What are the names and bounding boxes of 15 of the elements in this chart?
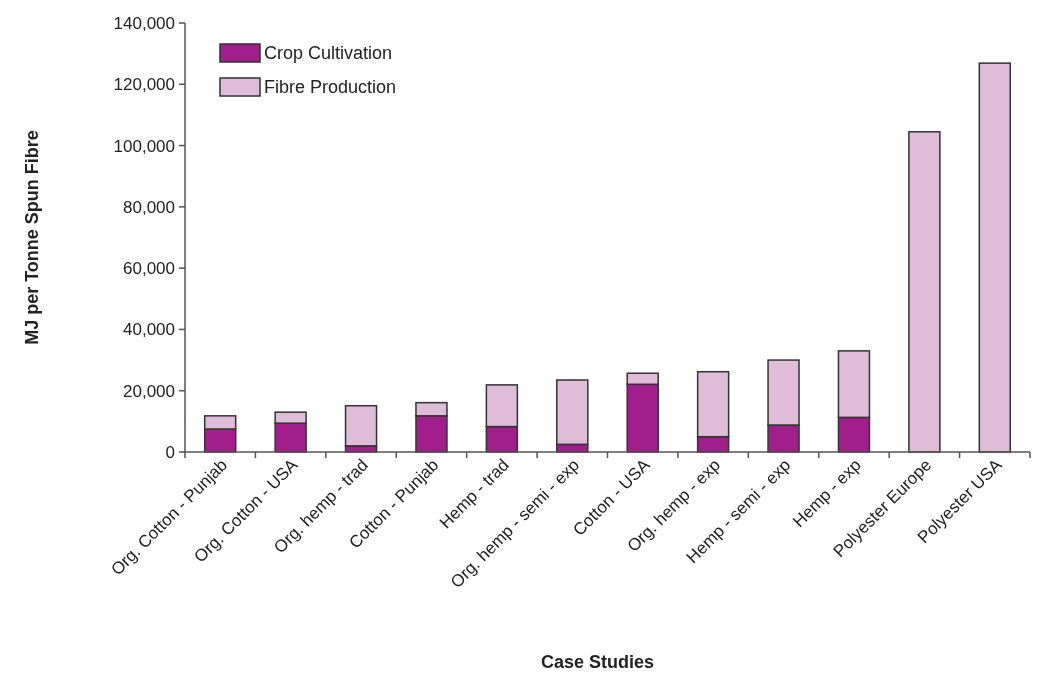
y-tick-label: 40,000 [123, 320, 175, 340]
y-tick-label: 60,000 [123, 259, 175, 279]
legend-label: Crop Cultivation [264, 43, 393, 64]
bar [978, 62, 1012, 453]
bar [344, 404, 378, 447]
bar [908, 131, 941, 453]
y-tick-label: 100,000 [113, 136, 175, 156]
y-tick-label: 120,000 [113, 75, 175, 95]
legend-label: Fibre Production [264, 77, 397, 98]
y-tick-label: 140,000 [113, 13, 175, 33]
x-axis-title: Case Studies [540, 652, 655, 672]
y-tick-label: 20,000 [123, 381, 175, 401]
y-tick-label: 0 [165, 442, 175, 462]
y-axis-title: MJ per Tonne Spun Fibre [22, 130, 42, 345]
y-tick-label: 80,000 [123, 197, 175, 217]
